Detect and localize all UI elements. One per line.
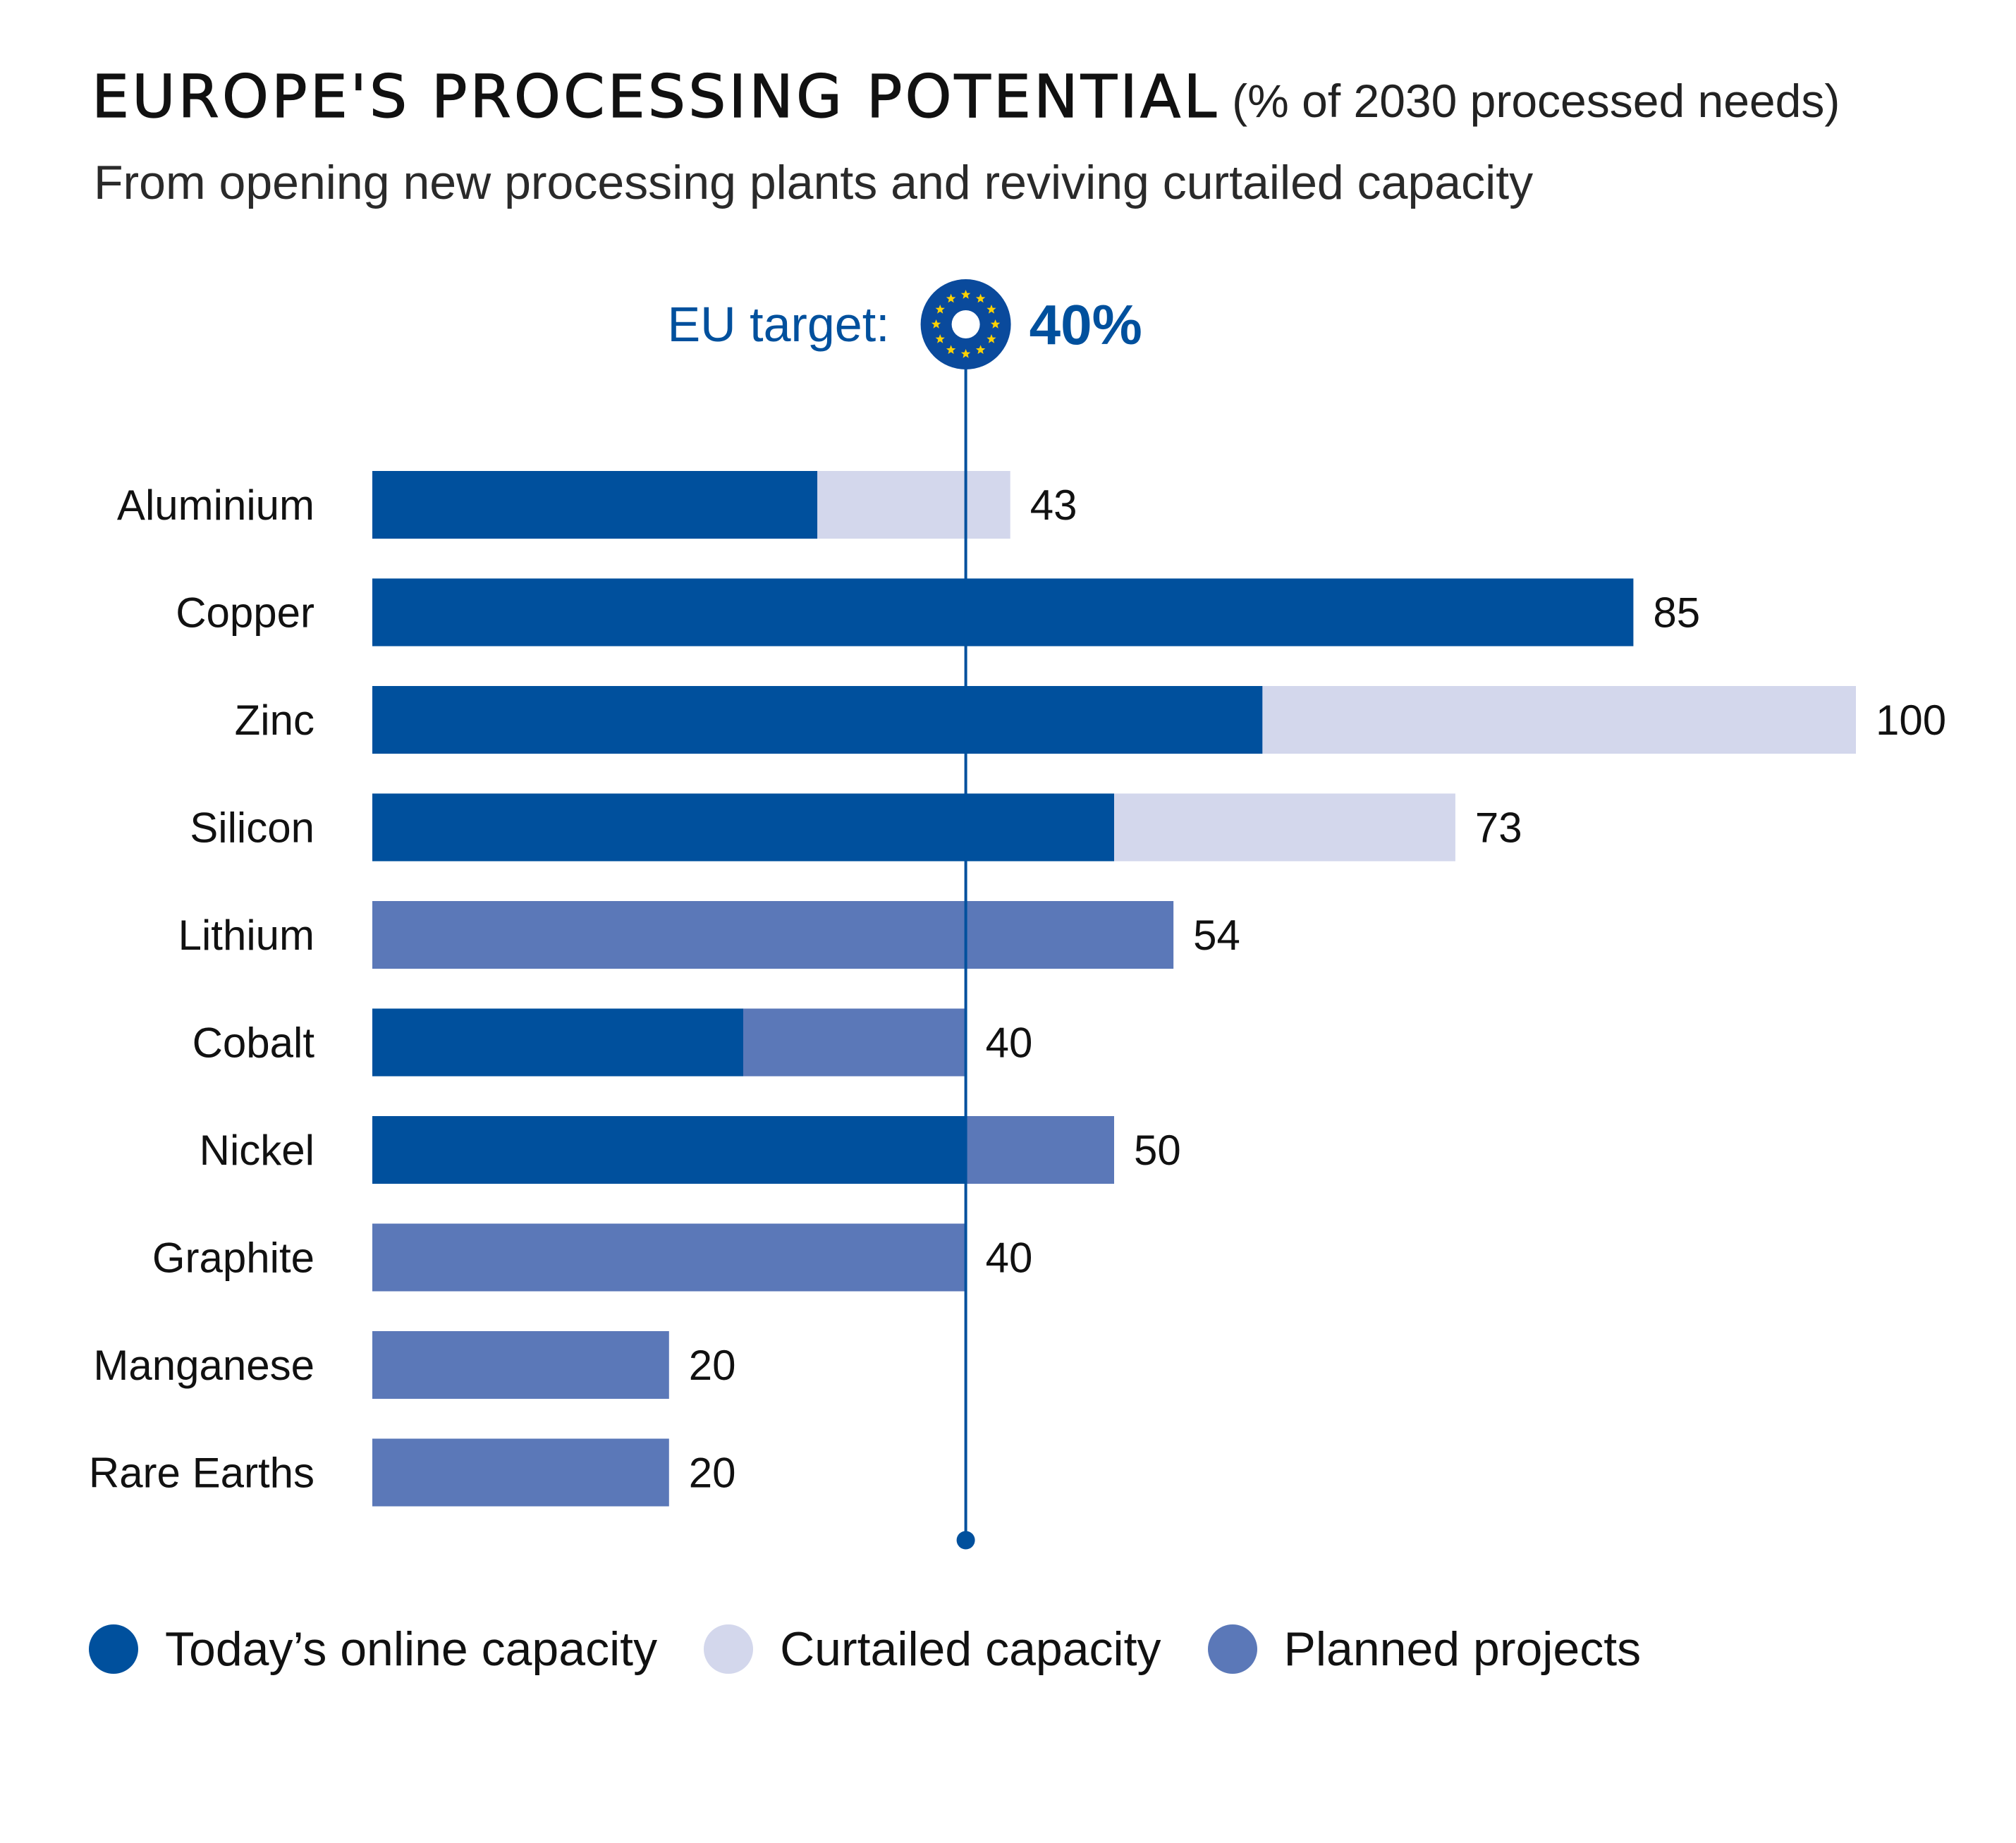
value-label: 85 [1653,589,1700,637]
value-label: 40 [986,1235,1033,1282]
category-label: Manganese [93,1342,314,1389]
eu-flag-icon [920,279,1011,369]
bar-lithium-planned [372,901,1174,969]
category-label: Rare Earths [89,1450,314,1497]
bar-aluminium-curtailed [817,471,1010,539]
bar-graphite-planned [372,1223,966,1292]
bar-aluminium-online [372,471,818,539]
bar-silicon-curtailed [1114,793,1455,862]
bar-zinc-online [372,686,1263,754]
bar-nickel-planned [965,1116,1114,1184]
value-label: 54 [1193,912,1240,959]
bar-cobalt-planned [743,1008,966,1077]
category-label: Cobalt [193,1020,315,1067]
value-label: 20 [689,1342,736,1389]
value-label: 73 [1475,804,1522,852]
category-label: Aluminium [117,482,314,529]
chart-title-unit: (% of 2030 processed needs) [1232,75,1840,127]
legend-label: Planned projects [1283,1622,1642,1676]
category-labels: Aluminium Copper Zinc Silicon Lithium Cobalt N… [89,482,314,1497]
target-group: EU target: 40% [667,279,1142,1550]
legend-item-online: Today’s online capacity [89,1622,657,1677]
bar-rare-earths-planned [372,1438,669,1507]
legend-swatch-planned [1207,1624,1257,1674]
chart-subtitle: From opening new processing plants and r… [94,156,1534,209]
bar-nickel-online [372,1116,966,1184]
bar-manganese-planned [372,1331,669,1399]
legend: Today’s online capacity Curtailed capacit… [89,1622,1687,1677]
bar-copper-online [372,578,1634,647]
target-value: 40% [1030,293,1142,356]
category-label: Copper [176,589,314,637]
bar-chart: EU target: 40% Aluminium Copper Zinc Silicon… [89,279,1946,1550]
chart-title: EUROPE'S PROCESSING POTENTIAL (% of 2030 … [91,61,1840,131]
value-label: 100 [1876,697,1946,744]
bar-cobalt-online [372,1008,743,1077]
legend-swatch-online [89,1624,138,1674]
category-label: Nickel [200,1127,314,1174]
legend-label: Curtailed capacity [780,1622,1161,1676]
legend-label: Today’s online capacity [165,1622,658,1676]
chart-title-main: EUROPE'S PROCESSING POTENTIAL [91,61,1220,131]
value-labels: 43 85 100 73 54 40 50 40 20 20 [689,482,1946,1497]
value-label: 43 [1030,482,1077,529]
category-label: Graphite [152,1235,314,1282]
bar-zinc-curtailed [1262,686,1856,754]
target-label: EU target: [667,297,889,352]
value-label: 20 [689,1450,736,1497]
category-label: Lithium [178,912,314,959]
legend-item-planned: Planned projects [1207,1622,1642,1677]
category-label: Zinc [235,697,314,744]
value-label: 50 [1134,1127,1181,1174]
bar-silicon-online [372,793,1114,862]
value-label: 40 [986,1020,1033,1067]
bars-group [372,471,1856,1507]
target-line-end-dot [956,1531,975,1550]
legend-swatch-curtailed [704,1624,754,1674]
category-label: Silicon [190,804,314,852]
legend-item-curtailed: Curtailed capacity [704,1622,1161,1677]
